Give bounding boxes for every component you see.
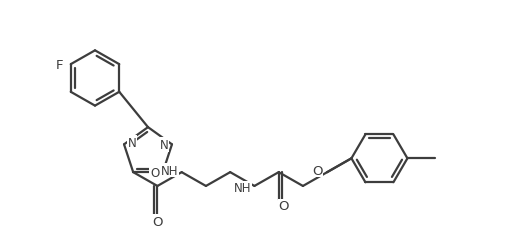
Text: N: N (160, 138, 168, 151)
Text: F: F (56, 58, 64, 71)
Text: O: O (152, 215, 163, 228)
Text: O: O (150, 166, 160, 179)
Text: NH: NH (233, 182, 251, 195)
Text: O: O (312, 164, 322, 177)
Text: NH: NH (161, 164, 179, 177)
Text: O: O (279, 199, 289, 212)
Text: N: N (128, 136, 136, 149)
